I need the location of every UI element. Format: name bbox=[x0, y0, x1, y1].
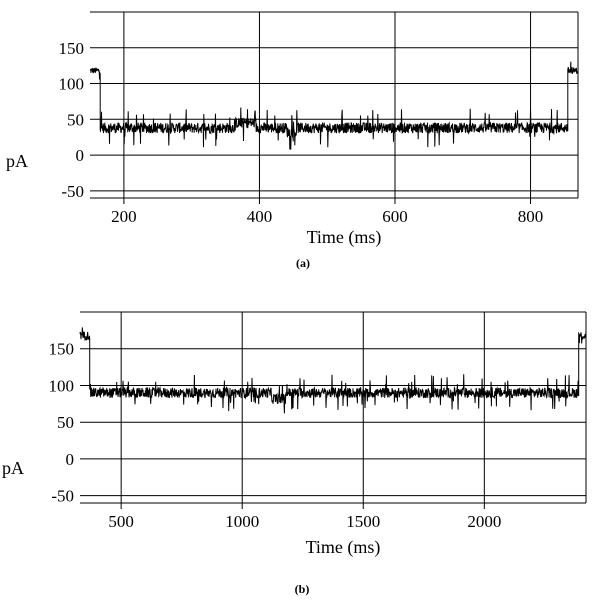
y-tick-label: 50 bbox=[57, 413, 74, 432]
y-axis-title: pA bbox=[6, 151, 28, 171]
current-trace bbox=[89, 61, 579, 150]
x-tick-label: 400 bbox=[247, 207, 273, 226]
x-tick-label: 200 bbox=[111, 207, 137, 226]
y-tick-label: -50 bbox=[61, 182, 84, 201]
y-tick-label: 0 bbox=[76, 146, 85, 165]
y-tick-label: 150 bbox=[59, 39, 85, 58]
y-tick-label: 50 bbox=[67, 110, 84, 129]
current-trace bbox=[79, 327, 587, 414]
x-axis-title: Time (ms) bbox=[306, 537, 381, 558]
y-tick-label: 150 bbox=[49, 340, 75, 359]
x-tick-label: 2000 bbox=[467, 512, 501, 531]
chart-panel-a: 150 100 50 0 -50 200 400 600 800 pA Time (ms) (a) bbox=[6, 11, 579, 270]
panel-label: (b) bbox=[295, 582, 310, 596]
panel-label: (a) bbox=[296, 256, 310, 270]
x-axis-title: Time (ms) bbox=[307, 227, 382, 248]
x-tick-label: 600 bbox=[382, 207, 408, 226]
x-tick-label: 1500 bbox=[346, 512, 380, 531]
x-tick-label: 500 bbox=[108, 512, 134, 531]
x-tick-label: 1000 bbox=[225, 512, 259, 531]
y-tick-label: 100 bbox=[59, 75, 85, 94]
y-tick-label: 100 bbox=[49, 376, 75, 395]
x-tick-label: 800 bbox=[518, 207, 544, 226]
y-axis-title: pA bbox=[2, 458, 24, 478]
y-tick-label: -50 bbox=[51, 487, 74, 506]
y-tick-label: 0 bbox=[66, 450, 75, 469]
